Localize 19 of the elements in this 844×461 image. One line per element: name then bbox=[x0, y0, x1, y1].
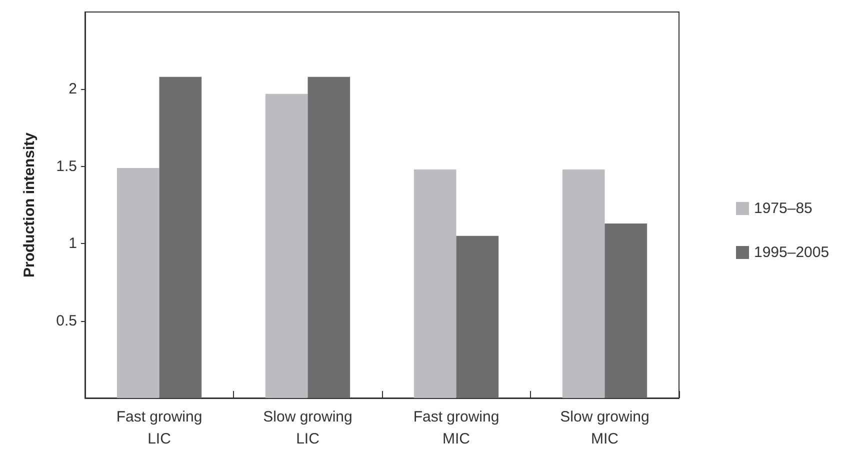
x-tick-label: Fast growing MIC bbox=[413, 408, 500, 448]
bar bbox=[159, 76, 202, 398]
bar bbox=[308, 76, 350, 398]
x-tick-label: Slow growing MIC bbox=[560, 408, 650, 448]
bar bbox=[414, 169, 456, 398]
x-tick-label: Slow growing LIC bbox=[263, 408, 352, 448]
legend-label: 1975–85 bbox=[754, 200, 812, 217]
y-axis-title: Production intensity bbox=[21, 132, 38, 278]
y-tick-label: 2 bbox=[68, 80, 77, 98]
bar bbox=[265, 94, 308, 398]
x-tick-label: Fast growing LIC bbox=[116, 408, 202, 448]
y-tick-label: 1 bbox=[68, 235, 77, 252]
bar bbox=[604, 224, 648, 398]
y-tick-label: 0.5 bbox=[56, 312, 77, 330]
bar bbox=[562, 169, 605, 398]
bar bbox=[116, 168, 160, 398]
bar bbox=[456, 236, 499, 398]
legend-label: 1995–2005 bbox=[754, 244, 830, 261]
y-tick-label: 1.5 bbox=[56, 158, 77, 175]
